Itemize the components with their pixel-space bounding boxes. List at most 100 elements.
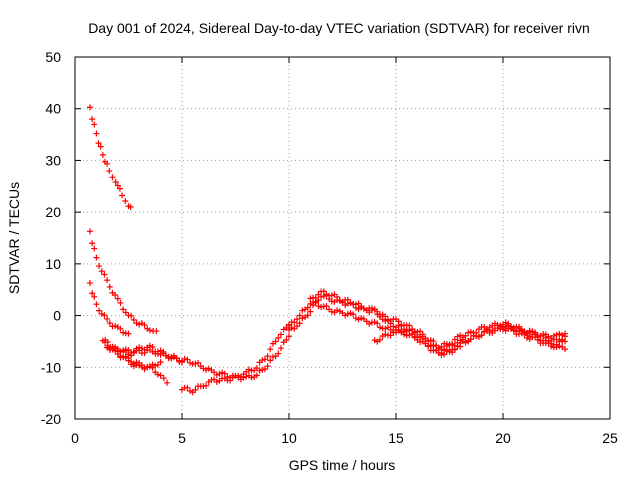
data-point bbox=[299, 307, 306, 314]
data-point bbox=[187, 387, 194, 394]
data-point bbox=[245, 366, 252, 373]
data-point bbox=[91, 245, 98, 252]
data-point bbox=[164, 379, 171, 386]
data-point bbox=[382, 325, 389, 332]
data-point bbox=[114, 347, 121, 354]
x-axis-label: GPS time / hours bbox=[289, 457, 396, 473]
y-tick-label: 20 bbox=[45, 204, 61, 220]
axis-ticks: 0 5 10 15 20 25 -20 -10 0 10 20 30 40 50 bbox=[41, 49, 618, 446]
data-point bbox=[315, 303, 322, 310]
data-point bbox=[104, 315, 111, 322]
data-point bbox=[376, 336, 383, 343]
y-tick-label: -20 bbox=[41, 411, 61, 427]
data-point bbox=[553, 344, 560, 351]
data-point bbox=[136, 321, 143, 328]
data-point bbox=[478, 332, 485, 339]
data-point bbox=[323, 291, 330, 298]
data-point bbox=[168, 354, 175, 361]
data-point bbox=[213, 378, 220, 385]
data-point bbox=[117, 348, 124, 355]
data-point bbox=[467, 336, 474, 343]
data-point bbox=[181, 355, 188, 362]
y-tick-label: -10 bbox=[41, 359, 61, 375]
data-point bbox=[419, 336, 426, 343]
data-point bbox=[502, 323, 509, 330]
data-point bbox=[390, 323, 397, 330]
plot-frame bbox=[74, 56, 611, 420]
data-point bbox=[347, 310, 354, 317]
data-point bbox=[462, 339, 469, 346]
data-point bbox=[342, 312, 349, 319]
data-point bbox=[376, 324, 383, 331]
data-point bbox=[98, 310, 105, 317]
data-point bbox=[120, 354, 127, 361]
data-point bbox=[516, 325, 523, 332]
data-point bbox=[219, 369, 226, 376]
data-point bbox=[269, 353, 276, 360]
series-arc-1 bbox=[86, 104, 134, 210]
series-arc-11 bbox=[307, 288, 569, 352]
data-point bbox=[93, 301, 100, 308]
data-point bbox=[141, 364, 148, 371]
data-point bbox=[112, 322, 119, 329]
data-point bbox=[160, 348, 167, 355]
data-point bbox=[355, 300, 362, 307]
data-point bbox=[229, 374, 236, 381]
data-point bbox=[414, 334, 421, 341]
data-point bbox=[315, 291, 322, 298]
data-point bbox=[562, 346, 569, 353]
data-point bbox=[342, 302, 349, 309]
data-point bbox=[288, 325, 295, 332]
data-point bbox=[146, 363, 153, 370]
data-point bbox=[449, 349, 456, 356]
data-point bbox=[336, 297, 343, 304]
data-point bbox=[211, 369, 218, 376]
data-point bbox=[275, 350, 282, 357]
data-point bbox=[154, 348, 161, 355]
data-point bbox=[283, 337, 290, 344]
data-point bbox=[89, 240, 96, 247]
grid-lines bbox=[75, 57, 610, 419]
data-point bbox=[449, 340, 456, 347]
data-point bbox=[267, 346, 274, 353]
chart-title: Day 001 of 2024, Sidereal Day-to-day VTE… bbox=[88, 20, 590, 36]
data-point bbox=[141, 321, 148, 328]
data-point bbox=[382, 313, 389, 320]
data-point bbox=[467, 328, 474, 335]
data-point bbox=[438, 349, 445, 356]
data-point bbox=[272, 338, 279, 345]
data-point bbox=[133, 359, 140, 366]
data-point bbox=[457, 343, 464, 350]
y-axis-label: SDTVAR / TECUs bbox=[6, 182, 22, 294]
data-point bbox=[505, 322, 512, 329]
data-point bbox=[104, 160, 111, 167]
data-point bbox=[117, 325, 124, 332]
data-point bbox=[277, 331, 284, 338]
data-point bbox=[526, 329, 533, 336]
data-point bbox=[553, 331, 560, 338]
data-point bbox=[291, 319, 298, 326]
data-point bbox=[116, 185, 123, 192]
data-point bbox=[312, 294, 319, 301]
data-point bbox=[556, 330, 563, 337]
data-point bbox=[130, 360, 137, 367]
series-arc-7 bbox=[114, 333, 292, 383]
series-arc-3 bbox=[86, 280, 132, 337]
data-point bbox=[366, 320, 373, 327]
data-point bbox=[112, 179, 119, 186]
data-point bbox=[559, 332, 566, 339]
data-point bbox=[91, 121, 98, 128]
series-arc-13 bbox=[500, 322, 569, 342]
data-point bbox=[358, 315, 365, 322]
data-point bbox=[109, 174, 116, 181]
data-point bbox=[307, 295, 314, 302]
data-point bbox=[491, 327, 498, 334]
data-point bbox=[374, 311, 381, 318]
data-point bbox=[294, 316, 301, 323]
data-point bbox=[417, 339, 424, 346]
data-point bbox=[318, 304, 325, 311]
data-point bbox=[406, 322, 413, 329]
data-point bbox=[128, 312, 135, 319]
data-point bbox=[409, 330, 416, 337]
data-points bbox=[86, 104, 569, 396]
